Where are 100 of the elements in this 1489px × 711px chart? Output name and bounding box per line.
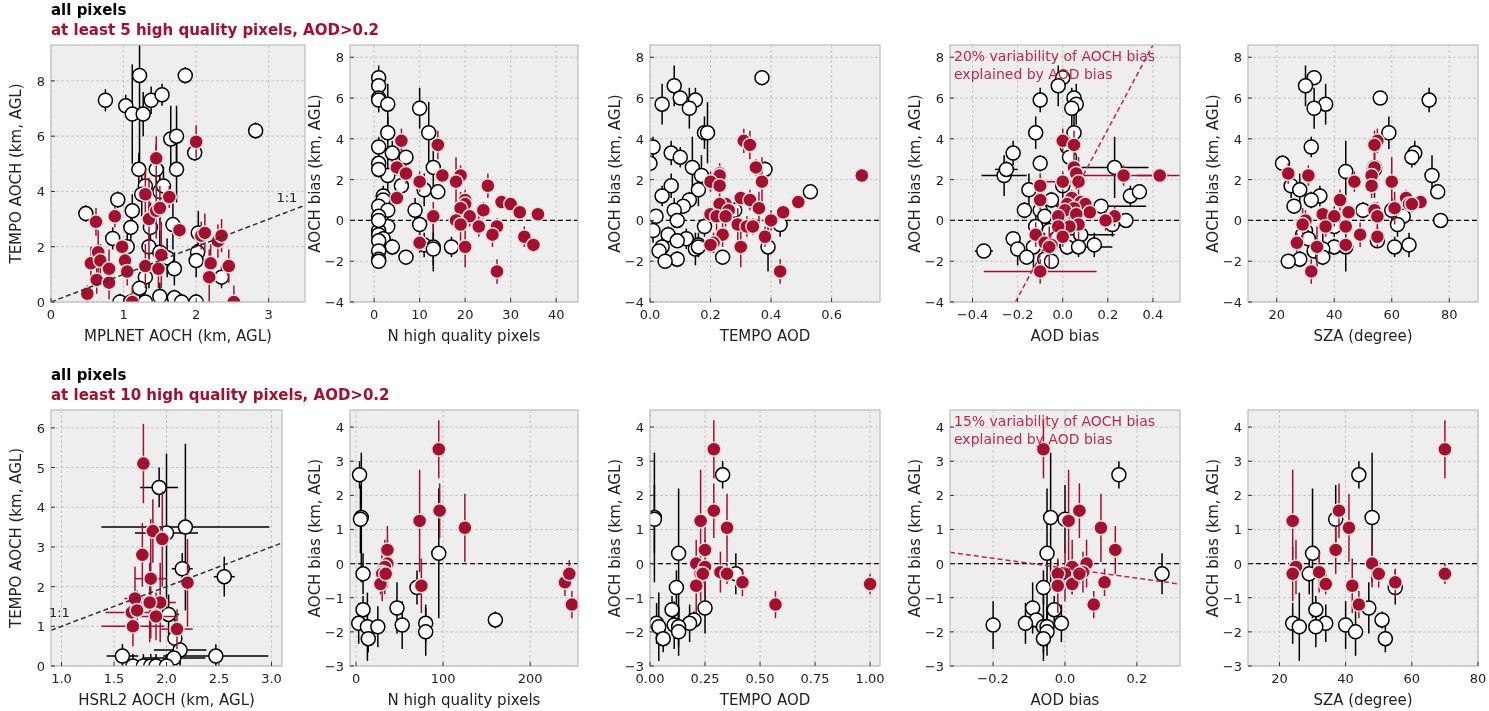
x-tick-label: 2.0	[156, 671, 177, 686]
y-tick-label: 3	[1233, 454, 1242, 470]
x-tick-label: 20	[1268, 307, 1286, 322]
y-tick-label: −4	[324, 295, 344, 310]
y-axis-title: TEMPO AOCH (km, AGL)	[7, 83, 25, 265]
y-tick-label: 6	[1233, 91, 1242, 107]
y-tick-label: 4	[1233, 420, 1242, 436]
y-tick-label: 4	[1233, 131, 1242, 147]
x-tick-label: 1	[119, 307, 128, 322]
annotation: 15% variability of AOCH bias explained by AOD bias	[954, 413, 1156, 447]
text: all pixels	[51, 1, 127, 19]
x-tick-label: 2	[192, 307, 201, 322]
y-axis-title: AOCH bias (km, AGL)	[306, 94, 324, 253]
y-tick-label: −1	[924, 590, 944, 606]
text: at least 5 high quality pixels, AOD>0.2	[51, 21, 380, 39]
x-tick-label: 1.5	[103, 671, 125, 686]
y-tick-label: 6	[36, 420, 45, 436]
y-tick-label: 2	[335, 488, 344, 504]
y-tick-label: 8	[1233, 50, 1242, 66]
x-tick-label: −0.4	[956, 307, 989, 322]
y-tick-label: 4	[36, 500, 45, 516]
x-tick-label: 3	[264, 307, 273, 322]
y-tick-label: 1	[36, 619, 45, 635]
y-tick-label: 4	[335, 131, 344, 147]
x-tick-label: 60	[1403, 671, 1421, 686]
y-axis-title: AOCH bias (km, AGL)	[306, 458, 324, 618]
x-tick-label: 0.6	[821, 307, 842, 322]
y-tick-label: 4	[635, 420, 644, 436]
y-tick-label: −2	[324, 254, 344, 270]
y-tick-label: 1	[935, 522, 944, 538]
x-tick-label: −0.2	[977, 671, 1009, 686]
y-tick-label: 2	[635, 488, 644, 504]
x-axis-title: SZA (degree)	[1313, 691, 1413, 709]
x-tick-label: 40	[1337, 671, 1354, 686]
x-tick-label: 0.0	[1052, 307, 1074, 322]
y-axis-title: AOCH bias (km, AGL)	[606, 94, 624, 253]
y-tick-label: −2	[1222, 624, 1242, 640]
y-tick-label: −1	[1222, 590, 1242, 606]
y-tick-label: −3	[1222, 659, 1242, 674]
y-tick-label: −2	[624, 624, 644, 640]
y-tick-label: −2	[1222, 254, 1242, 270]
x-axis-title: MPLNET AOCH (km, AGL)	[84, 327, 272, 345]
y-tick-label: 3	[335, 454, 344, 470]
y-tick-label: −4	[624, 295, 644, 310]
y-tick-label: 6	[935, 91, 944, 107]
x-tick-label: 200	[517, 671, 543, 686]
x-tick-label: 0.2	[1126, 671, 1148, 686]
y-tick-label: 0	[635, 213, 644, 229]
y-tick-label: 5	[36, 460, 45, 476]
y-tick-label: 3	[935, 454, 944, 470]
y-tick-label: 4	[935, 131, 944, 147]
y-tick-label: 8	[36, 73, 45, 89]
x-axis-title: AOD bias	[1030, 327, 1100, 345]
annotation: 1:1	[276, 190, 298, 206]
y-tick-label: 0	[36, 659, 45, 674]
y-tick-label: −3	[324, 659, 344, 674]
y-tick-label: −2	[924, 624, 944, 640]
x-tick-label: 0	[351, 671, 361, 686]
x-tick-label: 0.75	[800, 671, 830, 686]
y-tick-label: 2	[635, 172, 644, 188]
y-axis-title: AOCH bias (km, AGL)	[1204, 458, 1222, 618]
y-tick-label: −1	[324, 590, 344, 606]
y-tick-label: 0	[36, 295, 45, 310]
y-tick-label: −3	[924, 659, 944, 674]
x-axis-title: SZA (degree)	[1313, 327, 1413, 345]
x-axis-title: N high quality pixels	[387, 327, 541, 345]
y-tick-label: 3	[36, 539, 45, 555]
y-tick-label: 8	[635, 50, 644, 66]
y-tick-label: −4	[924, 295, 944, 310]
x-tick-label: 2.5	[208, 671, 230, 686]
x-tick-label: 20	[1271, 671, 1288, 686]
y-tick-label: −2	[624, 254, 644, 270]
y-tick-label: 0	[1233, 556, 1242, 572]
x-tick-label: 0.4	[1142, 307, 1164, 322]
x-tick-label: 0.50	[745, 671, 775, 686]
y-tick-label: −2	[924, 254, 944, 270]
x-axis-title: AOD bias	[1030, 691, 1100, 709]
x-tick-label: 0	[46, 307, 56, 322]
y-tick-label: 2	[1233, 488, 1242, 504]
x-tick-label: 3.0	[261, 671, 282, 686]
y-tick-label: 0	[335, 556, 344, 572]
text: at least 10 high quality pixels, AOD>0.2	[51, 386, 390, 404]
x-tick-label: 0.0	[1054, 671, 1076, 686]
y-tick-label: 2	[36, 239, 45, 255]
x-tick-label: 0.25	[690, 671, 720, 686]
x-tick-label: 10	[411, 307, 428, 322]
y-tick-label: 8	[935, 50, 944, 66]
x-axis-title: N high quality pixels	[387, 691, 541, 709]
y-tick-label: 1	[335, 522, 344, 538]
y-tick-label: 2	[935, 172, 944, 188]
y-tick-label: 2	[36, 579, 45, 595]
y-tick-label: 1	[635, 522, 644, 538]
y-tick-label: 8	[335, 50, 344, 66]
y-tick-label: 6	[335, 91, 344, 107]
x-axis-title: TEMPO AOD	[718, 327, 811, 345]
y-tick-label: 0	[935, 213, 944, 229]
y-tick-label: 4	[635, 131, 644, 147]
y-tick-label: 0	[635, 556, 644, 572]
y-tick-label: 4	[335, 420, 344, 436]
x-tick-label: 0.0	[639, 307, 661, 322]
